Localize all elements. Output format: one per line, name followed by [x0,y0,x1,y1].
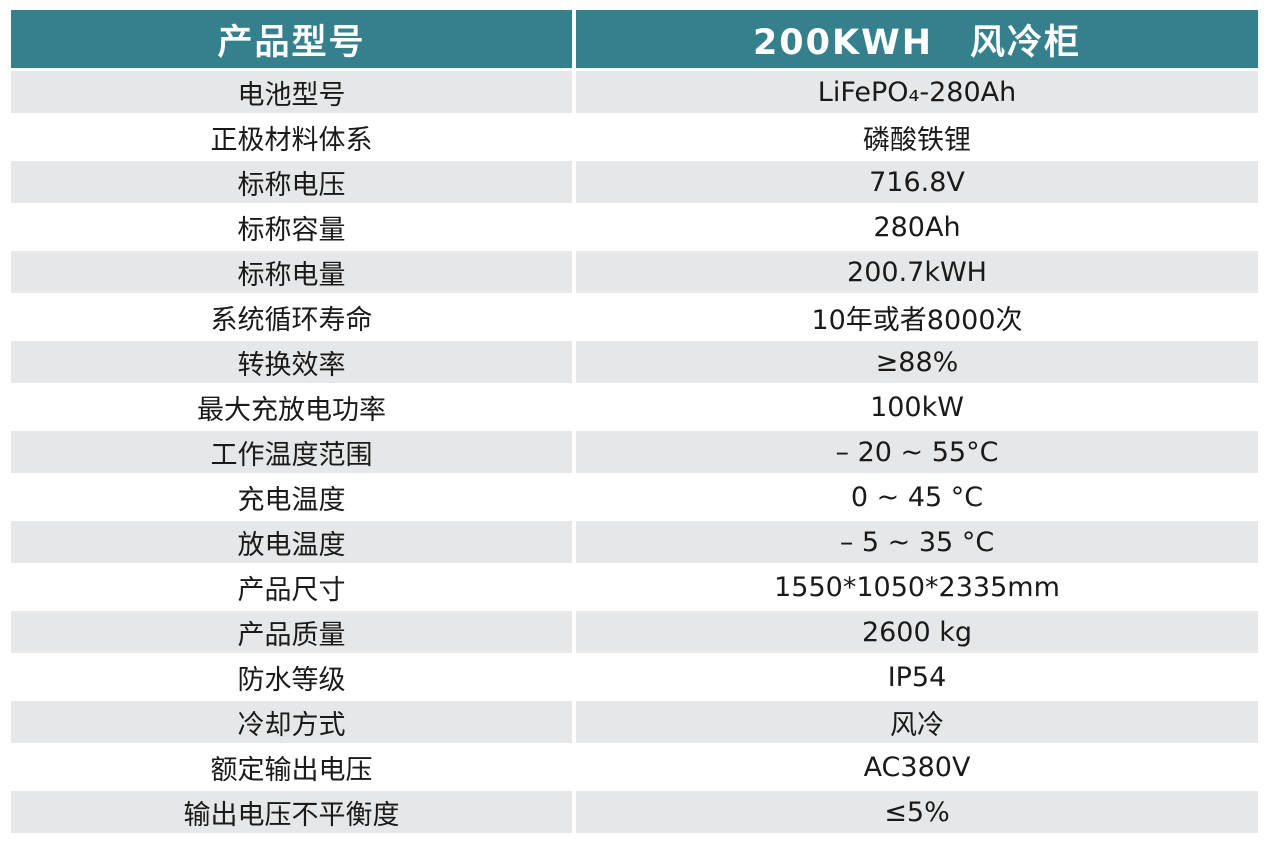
table-row: 正极材料体系 磷酸铁锂 [11,116,1258,158]
spec-label-cell: 放电温度 [11,521,572,563]
spec-label-cell: 标称电量 [11,251,572,293]
table-row: 系统循环寿命 10年或者8000次 [11,296,1258,338]
table-row: 最大充放电功率 100kW [11,386,1258,428]
spec-label-cell: 系统循环寿命 [11,296,572,338]
spec-label-cell: 产品尺寸 [11,566,572,608]
spec-label-cell: 最大充放电功率 [11,386,572,428]
table-row: 产品质量 2600 kg [11,611,1258,653]
spec-value-cell: – 20 ~ 55°C [576,431,1258,473]
product-spec-table: 产品型号 200KWH 风冷柜 电池型号 LiFePO₄-280Ah 正极材料体系磷… [7,7,1262,836]
spec-value-cell: 0 ~ 45 °C [576,476,1258,518]
spec-value-cell: ≤5% [576,791,1258,833]
table-row: 额定输出电压 AC380V [11,746,1258,788]
table-row: 标称电量 200.7kWH [11,251,1258,293]
spec-value-cell: 716.8V [576,161,1258,203]
spec-label-cell: 防水等级 [11,656,572,698]
spec-value-cell: – 5 ~ 35 °C [576,521,1258,563]
header-cell-product-model-value: 200KWH 风冷柜 [576,10,1258,68]
table-row: 冷却方式 风冷 [11,701,1258,743]
spec-value-cell: 280Ah [576,206,1258,248]
table-row: 工作温度范围 – 20 ~ 55°C [11,431,1258,473]
table-row: 输出电压不平衡度 ≤5% [11,791,1258,833]
spec-value-cell: 磷酸铁锂 [576,116,1258,158]
table-row: 转换效率 ≥88% [11,341,1258,383]
spec-label-cell: 产品质量 [11,611,572,653]
table-row: 充电温度 0 ~ 45 °C [11,476,1258,518]
table-row: 防水等级 IP54 [11,656,1258,698]
spec-label-cell: 额定输出电压 [11,746,572,788]
spec-value-cell: ≥88% [576,341,1258,383]
spec-label-cell: 标称容量 [11,206,572,248]
spec-table-body: 电池型号 LiFePO₄-280Ah 正极材料体系 磷酸铁锂 标称电压 716.8V 标称容… [11,71,1258,833]
table-row: 放电温度 – 5 ~ 35 °C [11,521,1258,563]
spec-label-cell: 输出电压不平衡度 [11,791,572,833]
spec-label-cell: 冷却方式 [11,701,572,743]
table-header-row: 产品型号 200KWH 风冷柜 [11,10,1258,68]
spec-value-cell: AC380V [576,746,1258,788]
spec-label-cell: 正极材料体系 [11,116,572,158]
spec-value-cell: 2600 kg [576,611,1258,653]
table-row: 电池型号 LiFePO₄-280Ah [11,71,1258,113]
spec-label-cell: 转换效率 [11,341,572,383]
table-row: 标称容量 280Ah [11,206,1258,248]
table-row: 标称电压 716.8V [11,161,1258,203]
spec-value-cell: 风冷 [576,701,1258,743]
spec-label-cell: 工作温度范围 [11,431,572,473]
table-row: 产品尺寸 1550*1050*2335mm [11,566,1258,608]
header-cell-product-model-label: 产品型号 [11,10,572,68]
spec-value-cell: LiFePO₄-280Ah [576,71,1258,113]
spec-value-cell: 1550*1050*2335mm [576,566,1258,608]
spec-value-cell: 200.7kWH [576,251,1258,293]
spec-label-cell: 电池型号 [11,71,572,113]
spec-value-cell: IP54 [576,656,1258,698]
spec-value-cell: 100kW [576,386,1258,428]
spec-value-cell: 10年或者8000次 [576,296,1258,338]
spec-label-cell: 标称电压 [11,161,572,203]
spec-label-cell: 充电温度 [11,476,572,518]
